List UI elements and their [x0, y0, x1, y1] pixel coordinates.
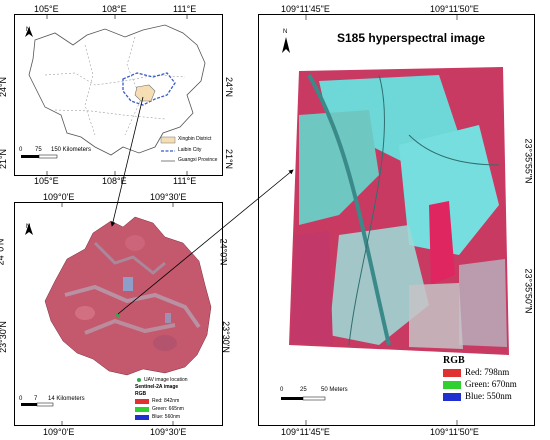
- tl-lon-tick-top-0: 105°E: [34, 4, 59, 14]
- guangxi-outline: [21, 15, 206, 175]
- scale-label-2: 14 Kilometers: [48, 396, 85, 402]
- sentinel-map-panel: N 0 7 14 Kilometers UAV image location S…: [14, 202, 223, 426]
- legend-band-red: Red: 798nm: [465, 367, 510, 377]
- scale-label-2: 150 Kilometers: [51, 147, 92, 153]
- scale-label-0: 0: [19, 147, 23, 153]
- legend-label-guangxi: Guangxi Province: [178, 157, 218, 163]
- scale-label-1: 25: [300, 387, 307, 393]
- north-arrow-icon: [282, 37, 290, 53]
- r-lon-tick-bottom-0: 109°11'45"E: [281, 427, 330, 437]
- scale-bar: [21, 154, 58, 159]
- sentinel-image: [21, 203, 212, 425]
- legend-swatch-green: [135, 407, 149, 412]
- r-lat-tick-right-1: 23°35'50"N: [523, 268, 534, 314]
- scale-bar: [281, 396, 326, 401]
- scale-label-0: 0: [280, 387, 284, 393]
- north-label: N: [26, 224, 31, 230]
- legend-band-green: Green: 670nm: [465, 379, 517, 389]
- north-arrow-icon: [25, 27, 33, 37]
- legend-band-red: Red: 842nm: [152, 398, 180, 404]
- laibin-boundary: [122, 72, 176, 106]
- tl-lon-tick-bottom-1: 108°E: [102, 176, 127, 186]
- legend-sentinel-title: Sentinel-2A image: [135, 384, 179, 390]
- legend-swatch-xingbin: [160, 136, 176, 144]
- legend-uav-marker: [137, 378, 141, 382]
- r-lat-tick-right-0: 23°35'55"N: [523, 138, 534, 184]
- tl-lon-tick-bottom-2: 111°E: [173, 176, 197, 186]
- r-lon-tick-bottom-1: 109°11'50"E: [430, 427, 479, 437]
- bl-lat-tick-right-0: 24°0'N: [218, 238, 229, 266]
- legend-rgb-title: RGB: [135, 391, 147, 397]
- legend-label-laibin: Laibin City: [178, 147, 202, 153]
- legend-swatch-blue: [443, 393, 461, 401]
- legend-band-green: Green: 665nm: [152, 406, 184, 412]
- tl-lon-tick-top-2: 111°E: [173, 4, 197, 14]
- bl-lat-tick-left-1: 23°30'N: [0, 321, 8, 353]
- legend-swatch-green: [443, 381, 461, 389]
- scale-bar: [21, 402, 54, 407]
- overview-map-panel: N 0 75 150 Kilometers Xingbin District L…: [14, 14, 223, 176]
- tl-lat-tick-left-1: 21°N: [0, 148, 9, 170]
- map-title: S185 hyperspectral image: [337, 31, 486, 45]
- hyperspectral-image: [281, 15, 509, 425]
- scale-label-1: 75: [35, 147, 42, 153]
- north-arrow-icon: [25, 223, 33, 235]
- north-label: N: [283, 29, 288, 35]
- bl-lon-tick-bottom-1: 109°30'E: [150, 427, 187, 437]
- legend-swatch-red: [135, 399, 149, 404]
- bl-lon-tick-bottom-0: 109°0'E: [43, 427, 75, 437]
- bl-lat-tick-right-1: 23°30'N: [220, 321, 231, 353]
- north-label: N: [26, 27, 31, 33]
- legend-label-xingbin: Xingbin District: [178, 136, 212, 142]
- legend-swatch-red: [443, 369, 461, 377]
- r-lon-tick-top-0: 109°11'45"E: [281, 4, 330, 14]
- tl-lon-tick-bottom-0: 105°E: [34, 176, 59, 186]
- uav-location-marker: [116, 313, 120, 317]
- legend-band-blue: Blue: 560nm: [152, 414, 181, 420]
- hyperspectral-map-panel: S185 hyperspectral image N 0 25 50 Meter…: [258, 14, 535, 426]
- tl-lat-tick-right-1: 21°N: [224, 148, 235, 170]
- scale-label-2: 50 Meters: [321, 387, 348, 393]
- legend-uav-label: UAV image location: [144, 377, 188, 383]
- bl-lat-tick-left-0: 24°0'N: [0, 238, 6, 266]
- tl-lon-tick-top-1: 108°E: [102, 4, 127, 14]
- bl-lon-tick-top-1: 109°30'E: [150, 192, 187, 202]
- tl-lat-tick-left-0: 24°N: [0, 76, 9, 98]
- scale-label-1: 7: [34, 396, 38, 402]
- legend-swatch-blue: [135, 415, 149, 420]
- tl-lat-tick-right-0: 24°N: [224, 76, 235, 98]
- r-lon-tick-top-1: 109°11'50"E: [430, 4, 479, 14]
- legend-title: RGB: [443, 355, 465, 366]
- bl-lon-tick-top-0: 109°0'E: [43, 192, 75, 202]
- legend-band-blue: Blue: 550nm: [465, 391, 512, 401]
- scale-label-0: 0: [19, 396, 23, 402]
